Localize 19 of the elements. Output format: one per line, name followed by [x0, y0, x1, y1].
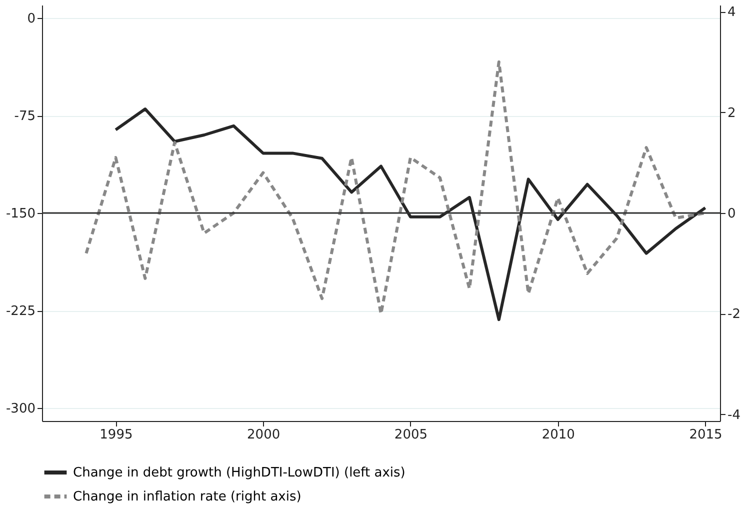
- y-tick-label: -150: [6, 206, 36, 222]
- y2-tick-label: 2: [728, 106, 736, 121]
- x-tick-label: 2010: [542, 428, 575, 442]
- y-tick-label: -225: [6, 304, 36, 319]
- legend-label: Change in inflation rate (right axis): [73, 490, 302, 504]
- x-tick-label: 2000: [247, 428, 280, 442]
- x-tick-label: 1995: [100, 428, 133, 442]
- y2-tick-label: 4: [728, 5, 736, 20]
- x-tick-label: 2015: [689, 428, 722, 442]
- legend-label: Change in debt growth (HighDTI-LowDTI) (left axis): [73, 466, 406, 480]
- line-series: [84, 60, 707, 316]
- line-series: [114, 108, 707, 322]
- y-tick-label: -300: [6, 402, 36, 416]
- y2-tick-label: -2: [728, 307, 740, 322]
- y2-tick-label: 0: [728, 206, 736, 222]
- x-tick-label: 2005: [394, 428, 428, 442]
- y2-tick-label: -4: [728, 408, 740, 423]
- y-tick-label: 0: [27, 12, 36, 26]
- y-tick-label: -75: [14, 109, 36, 124]
